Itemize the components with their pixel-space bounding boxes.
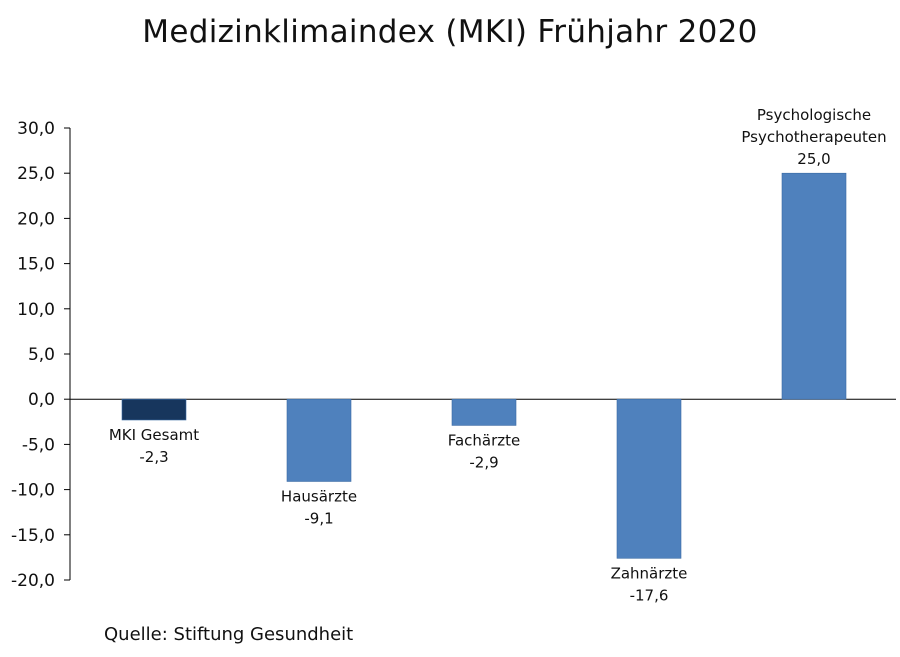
bar xyxy=(781,172,847,400)
bar-value-label: 25,0 xyxy=(797,150,830,168)
bar-value-label: -17,6 xyxy=(630,586,669,604)
bar xyxy=(616,398,682,559)
source-note: Quelle: Stiftung Gesundheit xyxy=(104,624,354,645)
bar-category-label: Psychologische xyxy=(757,106,871,124)
bar-category-label: Zahnärzte xyxy=(611,564,688,582)
y-tick-label: 10,0 xyxy=(17,300,55,320)
y-tick-label: 25,0 xyxy=(17,164,55,184)
bar-value-label: -2,9 xyxy=(469,453,498,471)
bar xyxy=(286,398,352,482)
bar-value-label: -9,1 xyxy=(304,509,333,527)
y-tick-label: 15,0 xyxy=(17,255,55,275)
bar-category-label: Psychotherapeuten xyxy=(741,128,886,146)
bar-category-label: Hausärzte xyxy=(281,487,357,505)
y-tick-label: 30,0 xyxy=(17,119,55,139)
bar-labels: MKI Gesamt -2,3 Hausärzte -9,1 Fachärzte -2,9… xyxy=(109,106,887,604)
bar-category-label: Fachärzte xyxy=(448,431,521,449)
bar-value-label: -2,3 xyxy=(139,448,168,466)
y-tick-label: 0,0 xyxy=(28,390,55,410)
y-tick-label: 5,0 xyxy=(28,345,55,365)
y-tick-label: -5,0 xyxy=(22,435,55,455)
y-tick-label: -10,0 xyxy=(11,481,55,501)
bar-category-label: MKI Gesamt xyxy=(109,426,199,444)
bar xyxy=(451,398,517,426)
y-tick-label: -20,0 xyxy=(11,571,55,591)
y-tick-label: 20,0 xyxy=(17,209,55,229)
chart-title: Medizinklimaindex (MKI) Frühjahr 2020 xyxy=(142,14,758,50)
y-axis: 30,0 25,0 20,0 15,0 10,0 5,0 0,0 -5,0 -10,0 -15,0… xyxy=(11,119,896,591)
bars xyxy=(121,172,847,559)
y-tick-label: -15,0 xyxy=(11,526,55,546)
bar xyxy=(121,398,187,421)
